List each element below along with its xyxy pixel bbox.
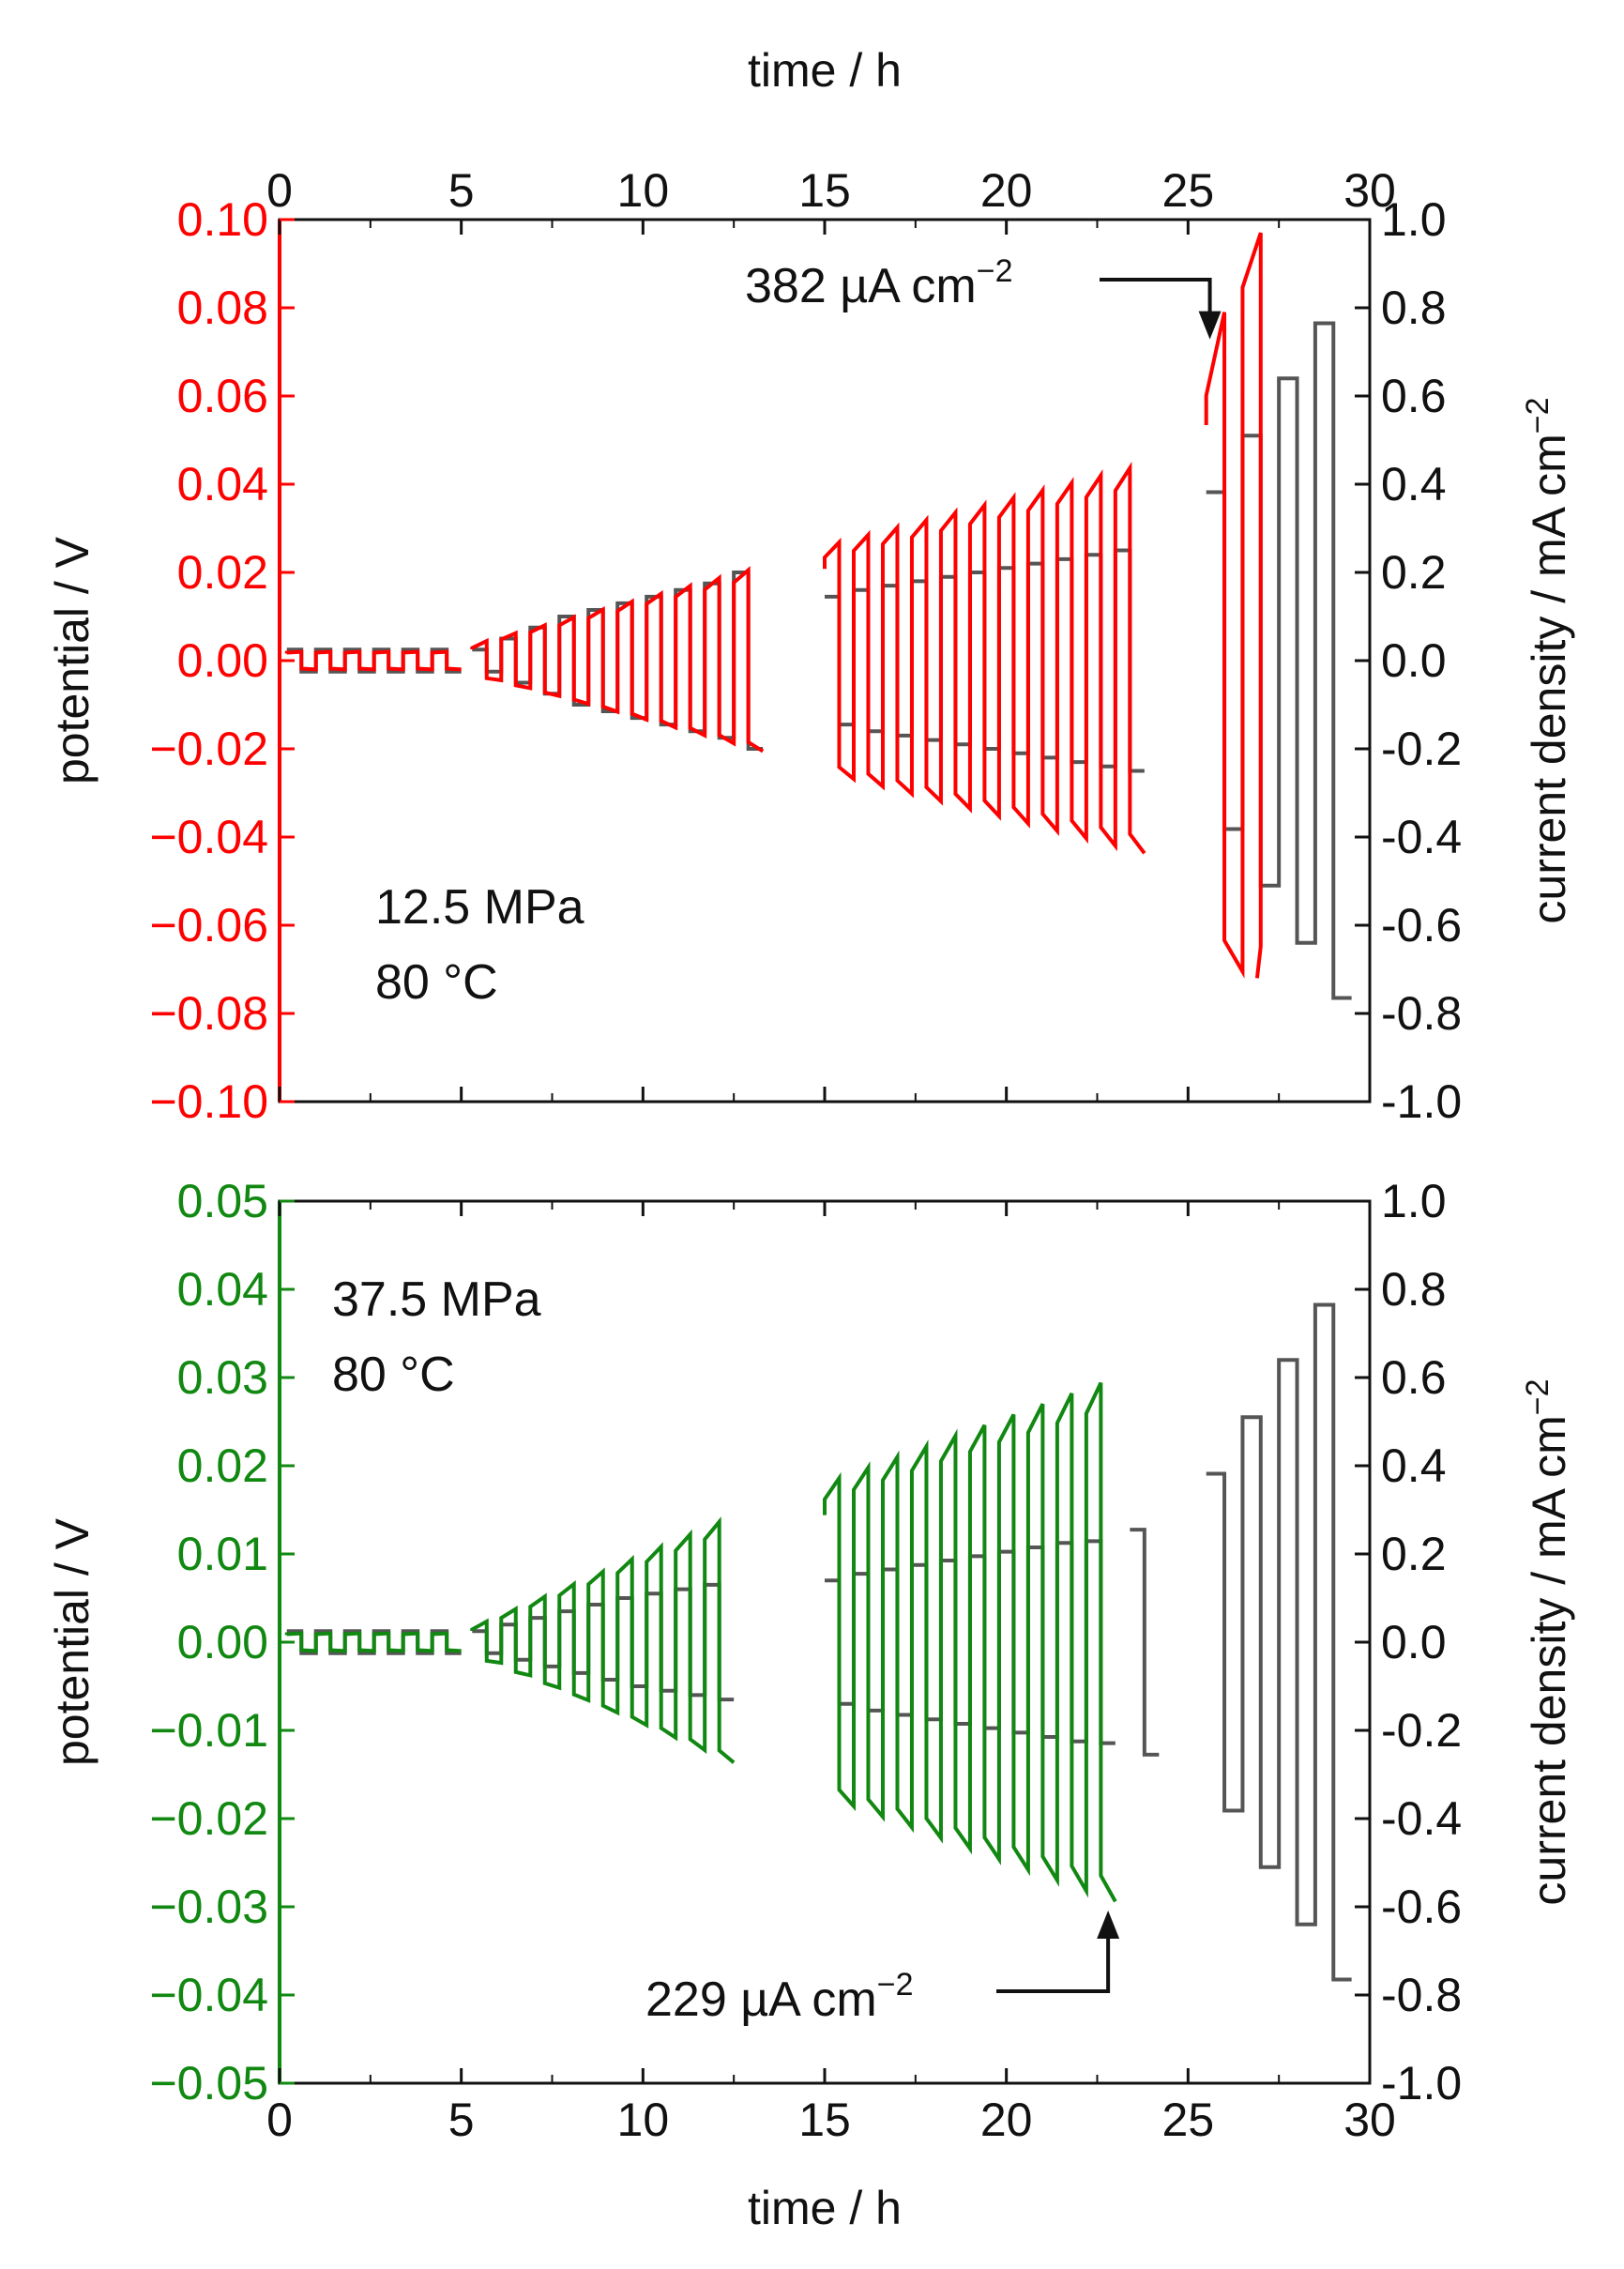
top-ylabel-right-sup: −2 — [1520, 397, 1556, 434]
top-left-tick-label: −0.02 — [149, 723, 268, 775]
bottom-right-tick-label: 1.0 — [1381, 1175, 1447, 1227]
bottom-condition-pressure: 37.5 MPa — [332, 1272, 541, 1327]
bottom-right-tick-label: 0.4 — [1381, 1439, 1447, 1492]
bottom-chart-marks: 0 5 10 15 20 25 30 0.05 0.04 0.03 0.02 0.01 0.00 −0.0… — [149, 1175, 1462, 2146]
bottom-left-tick-label: 0.04 — [177, 1263, 268, 1316]
bottom-annotation: 229 µA cm−2 — [645, 1967, 914, 2027]
bottom-left-tick-label: −0.05 — [149, 2057, 268, 2109]
top-xlabel: time / h — [748, 44, 902, 97]
bottom-ylabel-right-sup: −2 — [1520, 1378, 1556, 1415]
bottom-left-tick-label: −0.03 — [149, 1881, 268, 1933]
top-annotation-arrow-line — [1100, 278, 1212, 315]
top-left-tick-label: −0.04 — [149, 811, 268, 863]
bottom-left-tick-label: 0.02 — [177, 1439, 268, 1492]
bottom-left-tick-label: −0.01 — [149, 1704, 268, 1757]
top-xtick-label: 15 — [798, 164, 851, 217]
bottom-potential-block-1 — [284, 1631, 462, 1653]
top-left-tick-label: −0.06 — [149, 899, 268, 952]
top-annotation: 382 µA cm−2 — [745, 253, 1013, 313]
top-current-block-4 — [1206, 321, 1352, 1000]
top-right-tick-label: 1.0 — [1381, 193, 1447, 246]
bottom-xtick-label: 20 — [980, 2094, 1033, 2146]
top-right-tick-label: -0.6 — [1381, 899, 1462, 952]
top-right-tick-label: -0.8 — [1381, 987, 1462, 1040]
bottom-ylabel-left: potential / V — [46, 1517, 99, 1766]
top-right-tick-label: 0.2 — [1381, 546, 1447, 599]
top-left-tick-label: 0.06 — [177, 370, 268, 422]
top-potential-block-1 — [284, 649, 462, 672]
bottom-annotation-main: 229 µA cm — [645, 1972, 877, 2027]
bottom-right-tick-label: -0.8 — [1381, 1969, 1462, 2021]
top-right-tick-label: -0.2 — [1381, 723, 1462, 775]
bottom-xtick-label: 25 — [1162, 2094, 1215, 2146]
top-left-tick-label: 0.10 — [177, 193, 268, 246]
bottom-annotation-sup: −2 — [877, 1967, 914, 2003]
bottom-left-tick-label: 0.05 — [177, 1175, 268, 1227]
bottom-right-tick-label: 0.0 — [1381, 1616, 1447, 1668]
bottom-left-tick-label: −0.04 — [149, 1969, 268, 2021]
top-left-tick-label: 0.02 — [177, 546, 268, 599]
bottom-current-block-5 — [1206, 1302, 1352, 1982]
bottom-right-tick-label: -0.4 — [1381, 1792, 1462, 1845]
top-ylabel-left: potential / V — [46, 536, 99, 784]
bottom-xtick-label: 30 — [1343, 2094, 1396, 2146]
bottom-xtick-label: 5 — [448, 2094, 475, 2146]
bottom-xlabel: time / h — [748, 2182, 902, 2234]
bottom-right-tick-label: -0.2 — [1381, 1704, 1462, 1757]
top-right-tick-label: 0.8 — [1381, 282, 1447, 334]
top-xtick-label: 10 — [617, 164, 670, 217]
top-ylabel-right-main: current density / mA cm — [1523, 434, 1575, 923]
top-panel: 0 5 10 15 20 25 30 0.10 0.08 0.06 0.04 0.02 0.00 −0.0… — [46, 44, 1575, 1128]
bottom-potential-block-2 — [470, 1516, 736, 1764]
top-condition-temperature: 80 °C — [375, 955, 498, 1010]
bottom-annotation-arrow-line — [996, 1935, 1111, 1993]
bottom-panel: 0 5 10 15 20 25 30 0.05 0.04 0.03 0.02 0.01 0.00 −0.0… — [46, 1175, 1575, 2234]
bottom-right-tick-label: -1.0 — [1381, 2057, 1462, 2109]
top-left-tick-label: 0.04 — [177, 458, 268, 510]
top-annotation-arrowhead — [1198, 311, 1222, 340]
top-left-tick-label: 0.08 — [177, 282, 268, 334]
top-potential-block-3 — [823, 461, 1146, 855]
top-potential-block-2 — [470, 566, 765, 754]
bottom-right-tick-label: 0.6 — [1381, 1351, 1447, 1404]
bottom-xtick-label: 15 — [798, 2094, 851, 2146]
top-right-tick-label: -1.0 — [1381, 1075, 1462, 1128]
top-annotation-main: 382 µA cm — [745, 259, 977, 313]
bottom-current-block-4 — [1130, 1528, 1160, 1757]
bottom-annotation-arrowhead — [1097, 1911, 1120, 1939]
top-xtick-label: 5 — [448, 164, 475, 217]
top-left-tick-label: −0.10 — [149, 1075, 268, 1128]
top-right-tick-label: -0.4 — [1381, 811, 1462, 863]
top-potential-block-4 — [1204, 232, 1263, 979]
bottom-xtick-label: 10 — [617, 2094, 670, 2146]
bottom-ylabel-right: current density / mA cm−2 — [1520, 1378, 1575, 1905]
top-right-tick-label: 0.0 — [1381, 634, 1447, 687]
top-annotation-sup: −2 — [977, 253, 1013, 289]
top-condition-pressure: 12.5 MPa — [375, 880, 584, 935]
top-ylabel-right: current density / mA cm−2 — [1520, 397, 1575, 923]
bottom-ylabel-right-main: current density / mA cm — [1523, 1415, 1575, 1905]
top-left-tick-label: −0.08 — [149, 987, 268, 1040]
bottom-right-tick-label: -0.6 — [1381, 1881, 1462, 1933]
top-xtick-label: 20 — [980, 164, 1033, 217]
bottom-potential-block-3 — [823, 1381, 1117, 1903]
bottom-condition-temperature: 80 °C — [332, 1348, 455, 1402]
top-xtick-label: 0 — [266, 164, 293, 217]
top-left-tick-label: 0.00 — [177, 634, 268, 687]
bottom-plot-frame — [278, 1199, 1372, 2085]
top-right-tick-label: 0.4 — [1381, 458, 1447, 510]
bottom-right-tick-label: 0.2 — [1381, 1528, 1447, 1580]
top-chart-marks: 0 5 10 15 20 25 30 0.10 0.08 0.06 0.04 0.02 0.00 −0.0… — [149, 164, 1462, 1128]
top-right-tick-label: 0.6 — [1381, 370, 1447, 422]
bottom-left-tick-label: 0.00 — [177, 1616, 268, 1668]
bottom-left-tick-label: 0.03 — [177, 1351, 268, 1404]
bottom-xtick-label: 0 — [266, 2094, 293, 2146]
bottom-right-tick-label: 0.8 — [1381, 1263, 1447, 1316]
bottom-left-tick-label: −0.02 — [149, 1792, 268, 1845]
bottom-left-tick-label: 0.01 — [177, 1528, 268, 1580]
top-xtick-label: 30 — [1343, 164, 1396, 217]
top-xtick-label: 25 — [1162, 164, 1215, 217]
